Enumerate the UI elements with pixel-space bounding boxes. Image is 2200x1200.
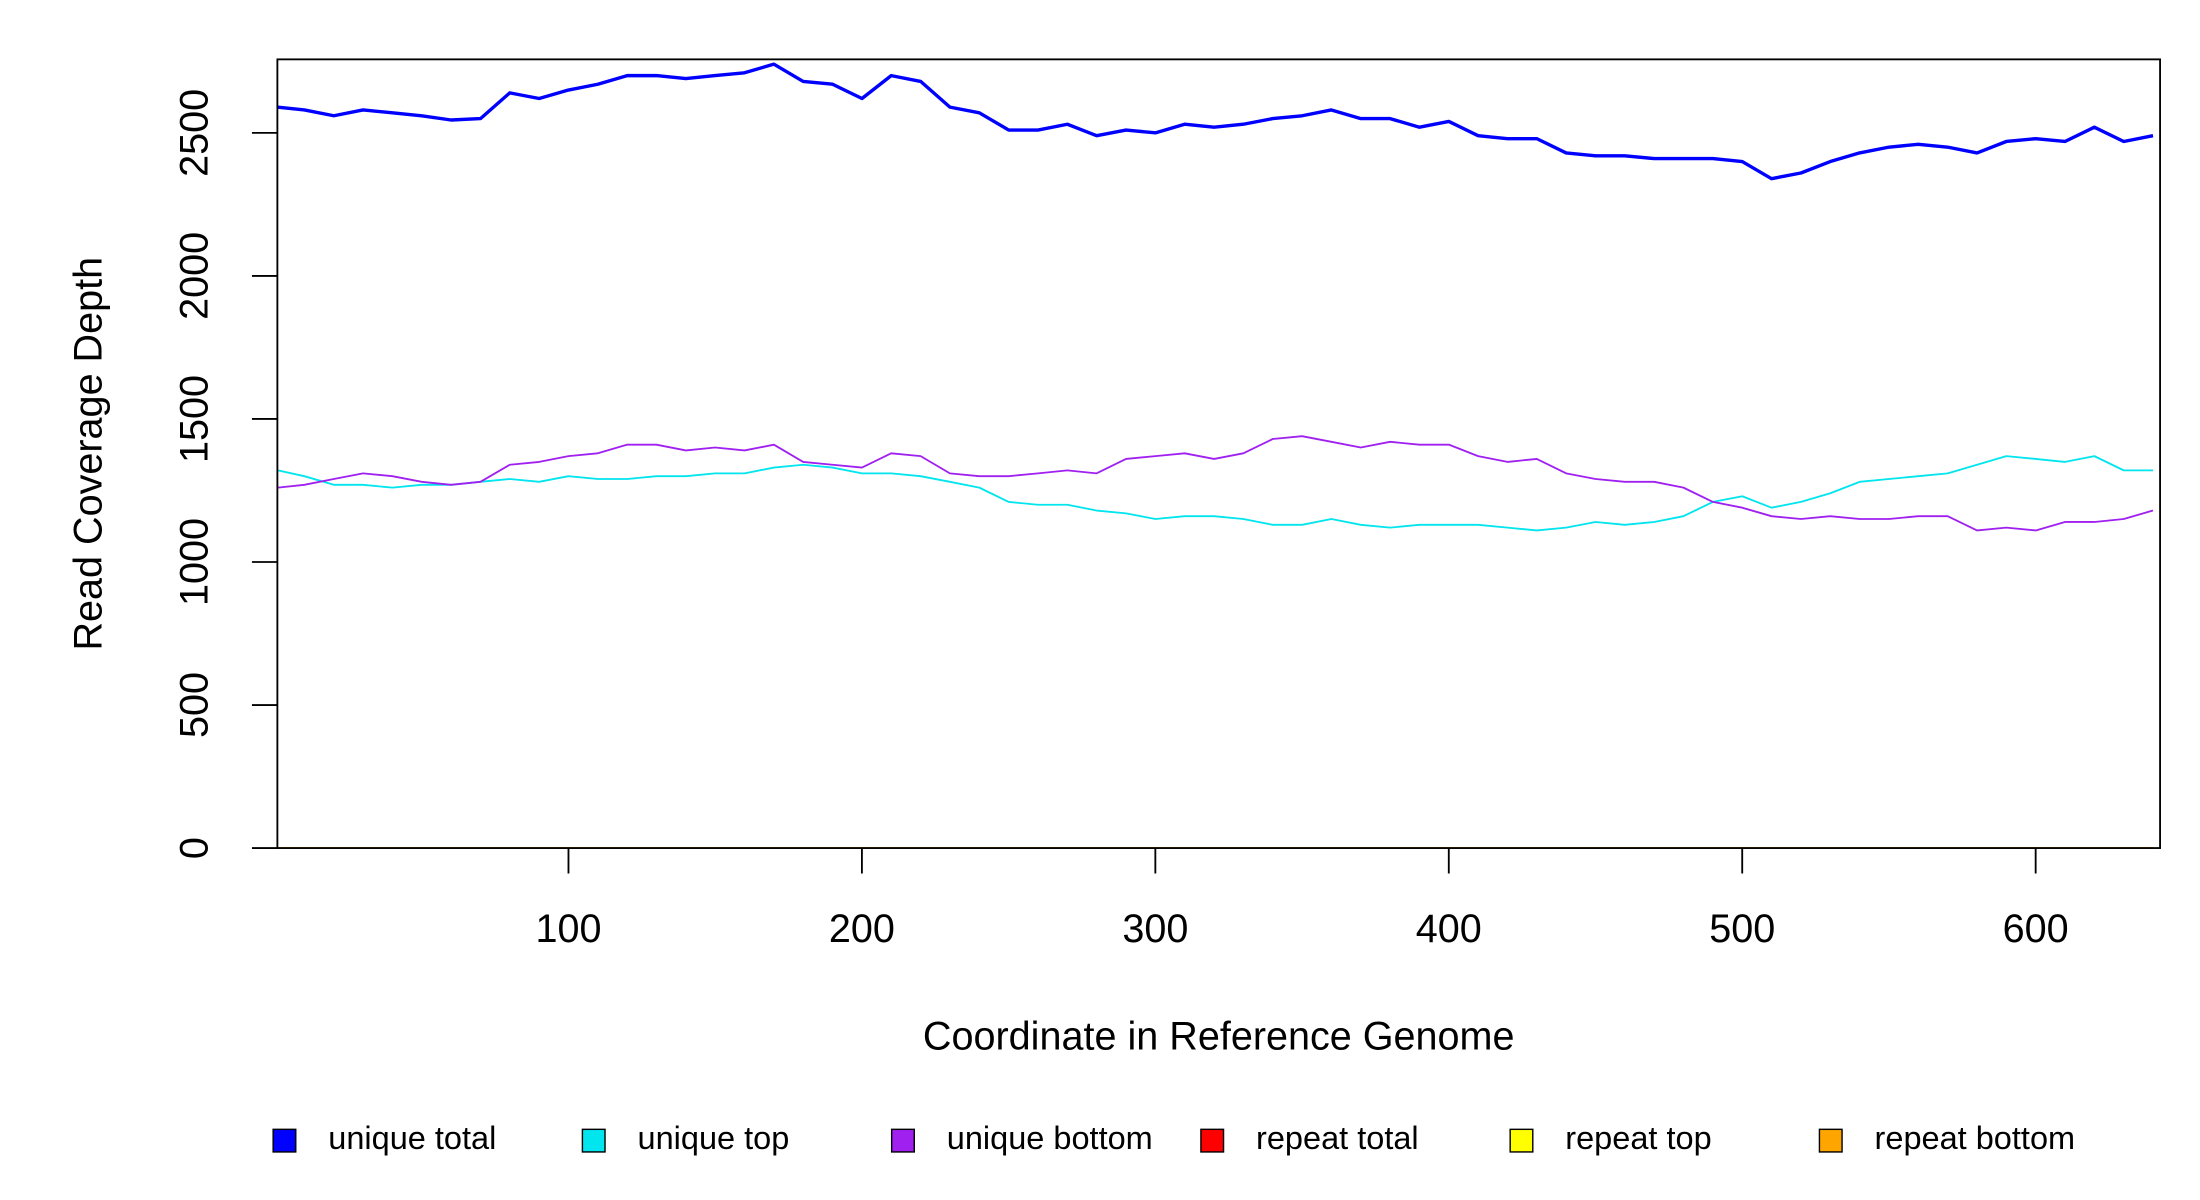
- legend-label: unique bottom: [947, 1120, 1153, 1156]
- legend-label: repeat top: [1565, 1120, 1711, 1156]
- y-tick-label: 500: [172, 672, 216, 738]
- legend-label: repeat total: [1256, 1120, 1419, 1156]
- y-tick-label: 1000: [172, 518, 216, 606]
- x-axis-title: Coordinate in Reference Genome: [923, 1014, 1515, 1058]
- background: [3, 0, 2197, 1200]
- x-tick-label: 400: [1416, 907, 1482, 951]
- legend-swatch: [272, 1128, 297, 1153]
- legend-label: unique total: [328, 1120, 496, 1156]
- data-line: [277, 435, 2154, 532]
- data-line: [277, 455, 2154, 532]
- y-tick-label: 0: [172, 837, 216, 859]
- legend-label: repeat bottom: [1875, 1120, 2076, 1156]
- y-tick-label: 2000: [172, 232, 216, 320]
- legend-swatch: [1818, 1128, 1843, 1153]
- x-tick-label: 200: [829, 907, 895, 951]
- y-axis-title: Read Coverage Depth: [66, 257, 110, 651]
- x-tick-label: 600: [2003, 907, 2069, 951]
- x-tick-label: 300: [1122, 907, 1188, 951]
- x-tick-label: 100: [535, 907, 601, 951]
- legend-swatch: [1509, 1128, 1534, 1153]
- x-tick-label: 500: [1709, 907, 1775, 951]
- plot-frame: [276, 58, 2161, 849]
- legend-label: unique top: [638, 1120, 790, 1156]
- legend-swatch: [581, 1128, 606, 1153]
- y-tick-label: 1500: [172, 375, 216, 463]
- y-tick-label: 2500: [172, 89, 216, 177]
- legend-swatch: [890, 1128, 915, 1153]
- data-line: [277, 62, 2154, 181]
- legend-swatch: [1200, 1128, 1225, 1153]
